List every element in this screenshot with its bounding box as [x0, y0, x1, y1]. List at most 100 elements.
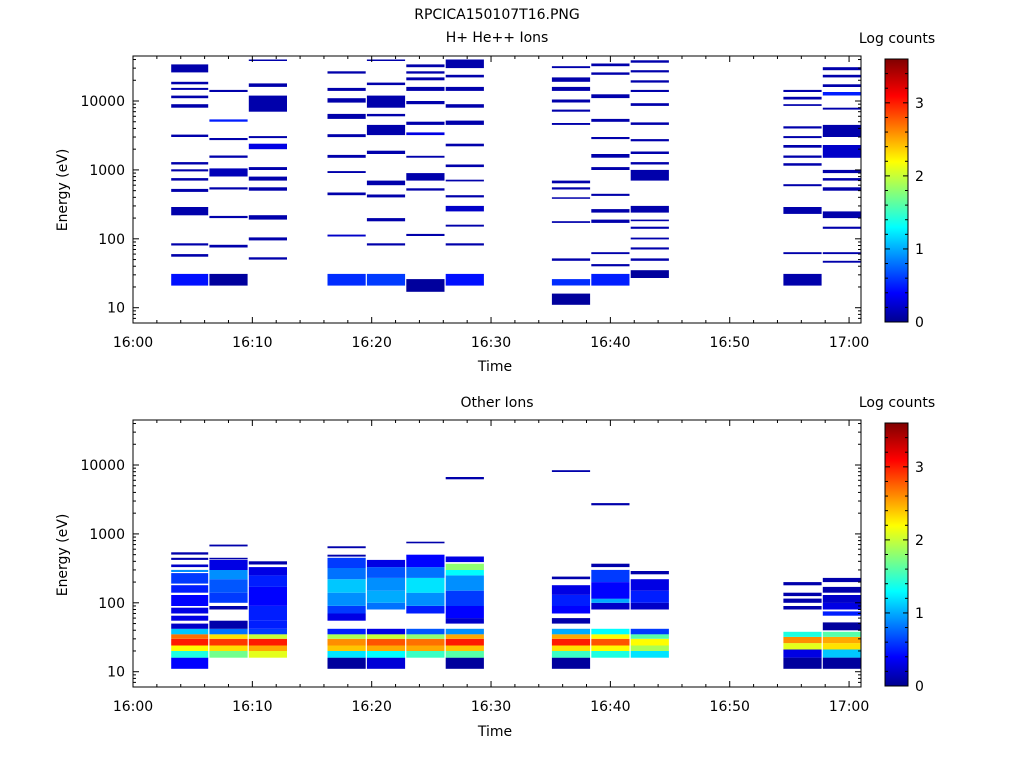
- heatmap-cell: [406, 577, 445, 593]
- heatmap-cell: [171, 585, 209, 593]
- y-tick-label: 10000: [80, 458, 125, 474]
- heatmap-cell: [366, 273, 406, 286]
- heatmap-cell: [248, 586, 287, 606]
- heatmap-cell: [445, 164, 484, 168]
- heatmap-cell: [406, 64, 445, 68]
- colorbar-tick-label: 0: [915, 679, 924, 695]
- heatmap-cell: [209, 138, 248, 141]
- heatmap-cell: [783, 104, 822, 106]
- heatmap-cell: [248, 628, 287, 635]
- heatmap-cell: [445, 195, 484, 198]
- y-tick-label: 1000: [89, 527, 125, 543]
- figure-title: RPCICA150107T16.PNG: [414, 7, 579, 23]
- heatmap-cell: [209, 634, 248, 639]
- heatmap-cell: [822, 577, 861, 583]
- heatmap-cell: [783, 126, 822, 129]
- colorbar: [884, 58, 909, 323]
- heatmap-cell: [551, 180, 591, 184]
- heatmap-cell: [366, 645, 406, 651]
- heatmap-cell: [591, 651, 630, 658]
- heatmap-cell: [171, 95, 209, 99]
- heatmap-cell: [822, 226, 861, 229]
- heatmap-cell: [209, 557, 248, 560]
- heatmap-cell: [445, 556, 484, 563]
- x-tick-label: 16:00: [113, 699, 153, 715]
- heatmap-cell: [551, 99, 591, 103]
- heatmap-cell: [551, 77, 591, 82]
- heatmap-cell: [327, 592, 366, 606]
- y-tick-label: 100: [98, 596, 125, 612]
- heatmap-cell: [630, 270, 669, 278]
- heatmap-cell: [248, 561, 287, 565]
- heatmap-cell: [406, 628, 445, 635]
- heatmap-cell: [783, 273, 822, 286]
- heatmap-cell: [327, 234, 366, 237]
- colorbar-label: Log counts: [859, 31, 935, 47]
- heatmap-cell: [822, 643, 861, 650]
- heatmap-cell: [248, 143, 287, 150]
- heatmap-cell: [406, 541, 445, 544]
- heatmap-cell: [366, 150, 406, 154]
- heatmap-cell: [248, 638, 287, 646]
- plot-frame: [132, 419, 862, 688]
- heatmap-cell: [591, 167, 630, 170]
- heatmap-cell: [630, 645, 669, 651]
- heatmap-cell: [406, 77, 445, 81]
- heatmap-cell: [406, 638, 445, 646]
- heatmap-cell: [445, 569, 484, 576]
- heatmap-cell: [209, 592, 248, 603]
- heatmap-cell: [551, 86, 591, 91]
- heatmap-cell: [248, 215, 287, 220]
- heatmap-cell: [327, 634, 366, 639]
- heatmap-cell: [822, 657, 861, 669]
- y-axis-label: Energy (eV): [55, 514, 71, 597]
- heatmap-cell: [406, 634, 445, 639]
- heatmap-cell: [445, 645, 484, 651]
- heatmap-cell: [406, 155, 445, 158]
- heatmap-cell: [551, 197, 591, 199]
- heatmap-cell: [551, 634, 591, 639]
- heatmap-cell: [591, 94, 630, 99]
- heatmap-cell: [366, 113, 406, 117]
- heatmap-cell: [551, 628, 591, 635]
- heatmap-cell: [630, 602, 669, 610]
- heatmap-cell: [783, 636, 822, 644]
- heatmap-cell: [406, 592, 445, 606]
- heatmap-cell: [171, 178, 209, 181]
- heatmap-cell: [591, 503, 630, 506]
- heatmap-cell: [445, 143, 484, 147]
- heatmap-cell: [248, 606, 287, 621]
- heatmap-cell: [591, 634, 630, 639]
- heatmap-cell: [171, 169, 209, 172]
- heatmap-cell: [171, 188, 209, 192]
- colorbar-tick-label: 1: [915, 606, 924, 622]
- heatmap-cell: [171, 651, 209, 658]
- heatmap-cell: [822, 631, 861, 637]
- heatmap-cell: [783, 207, 822, 214]
- heatmap-cell: [209, 155, 248, 158]
- heatmap-cell: [783, 136, 822, 139]
- heatmap-cell: [171, 623, 209, 629]
- heatmap-cell: [551, 645, 591, 651]
- heatmap-cell: [445, 628, 484, 635]
- heatmap-cell: [822, 187, 861, 191]
- heatmap-cell: [551, 585, 591, 595]
- heatmap-cell: [783, 252, 822, 255]
- heatmap-cell: [327, 87, 366, 91]
- heatmap-cell: [406, 86, 445, 91]
- heatmap-cell: [406, 567, 445, 578]
- heatmap-cell: [591, 252, 630, 255]
- heatmap-cell: [248, 575, 287, 587]
- heatmap-cell: [406, 645, 445, 651]
- heatmap-cell: [591, 193, 630, 196]
- heatmap-cell: [783, 592, 822, 597]
- heatmap-cell: [406, 101, 445, 105]
- colorbar-ticks: 0 1 2 3: [885, 73, 924, 331]
- heatmap-cell: [406, 121, 445, 125]
- heatmap-cell: [445, 638, 484, 646]
- heatmap-cell: [630, 80, 669, 83]
- heatmap-cell: [171, 552, 209, 555]
- heatmap-cell: [591, 602, 630, 610]
- heatmap-cell: [366, 95, 406, 108]
